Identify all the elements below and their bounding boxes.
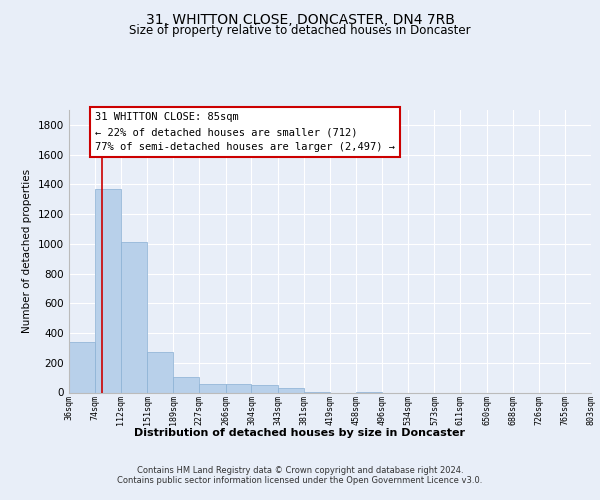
- Text: Contains HM Land Registry data © Crown copyright and database right 2024.: Contains HM Land Registry data © Crown c…: [137, 466, 463, 475]
- Text: Size of property relative to detached houses in Doncaster: Size of property relative to detached ho…: [129, 24, 471, 37]
- Text: 31 WHITTON CLOSE: 85sqm
← 22% of detached houses are smaller (712)
77% of semi-d: 31 WHITTON CLOSE: 85sqm ← 22% of detache…: [95, 112, 395, 152]
- Text: Contains public sector information licensed under the Open Government Licence v3: Contains public sector information licen…: [118, 476, 482, 485]
- Text: 31, WHITTON CLOSE, DONCASTER, DN4 7RB: 31, WHITTON CLOSE, DONCASTER, DN4 7RB: [146, 12, 454, 26]
- Bar: [173, 377, 199, 392]
- Bar: [147, 352, 173, 393]
- Bar: [199, 384, 226, 392]
- Text: Distribution of detached houses by size in Doncaster: Distribution of detached houses by size …: [134, 428, 466, 438]
- Bar: [121, 242, 147, 392]
- Bar: [95, 189, 121, 392]
- Bar: [226, 384, 251, 392]
- Bar: [69, 342, 95, 392]
- Y-axis label: Number of detached properties: Number of detached properties: [22, 169, 32, 334]
- Bar: [278, 388, 304, 392]
- Bar: [251, 385, 278, 392]
